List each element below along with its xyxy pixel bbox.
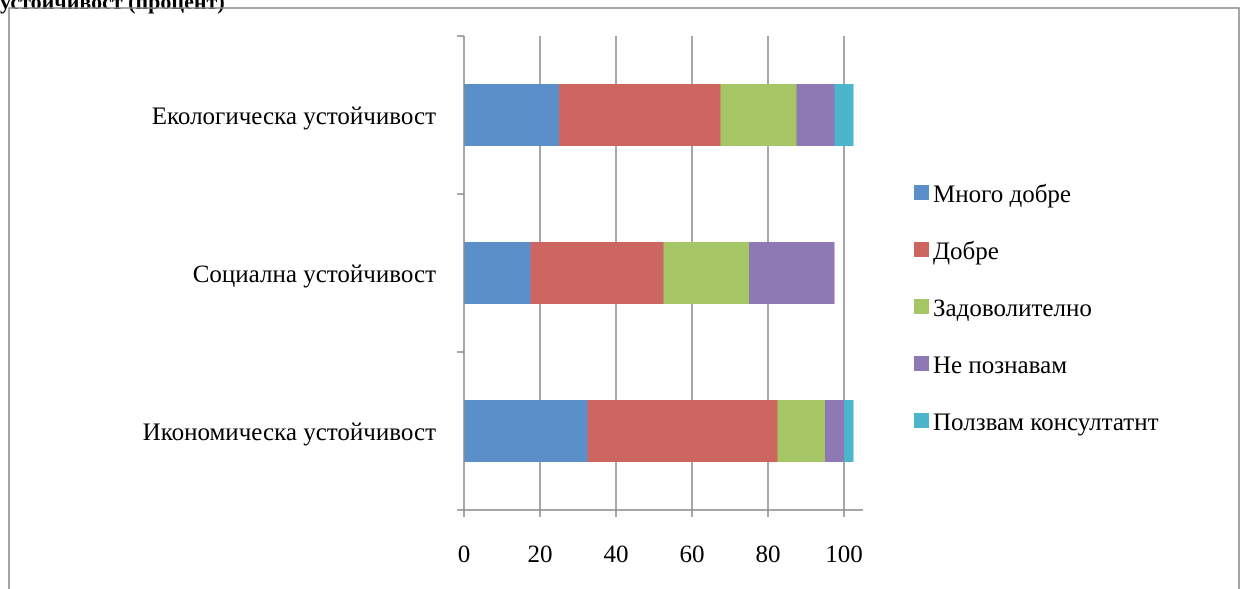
x-tick-label: 60 bbox=[680, 541, 705, 568]
legend-swatch bbox=[914, 299, 929, 314]
x-tick-label: 80 bbox=[756, 541, 781, 568]
bar-segment bbox=[777, 400, 825, 462]
bar-segment bbox=[844, 400, 854, 462]
legend-label: Ползвам консултатнт bbox=[933, 409, 1159, 436]
bar-segment bbox=[559, 84, 721, 146]
legend-label: Много добре bbox=[933, 181, 1071, 208]
bar-segment bbox=[834, 84, 854, 146]
legend-swatch bbox=[914, 242, 929, 257]
bar-segment bbox=[530, 242, 664, 304]
legend-swatch bbox=[914, 185, 929, 200]
bar-segment bbox=[825, 400, 844, 462]
legend-swatch bbox=[914, 356, 929, 371]
chart-title: устойчивост (процент) bbox=[0, 0, 225, 14]
bar-segment bbox=[464, 400, 588, 462]
category-label: Екологическа устойчивост bbox=[152, 103, 436, 130]
category-label: Социална устойчивост bbox=[193, 261, 436, 288]
x-tick-label: 0 bbox=[458, 541, 471, 568]
bar-segment bbox=[749, 242, 835, 304]
category-label: Икономическа устойчивост bbox=[143, 419, 436, 446]
labels: 0 20 40 60 80 100 Икономическа устойчивост Соци… bbox=[143, 103, 863, 568]
x-tick-label: 20 bbox=[528, 541, 553, 568]
bars bbox=[464, 84, 854, 462]
axes bbox=[457, 35, 863, 517]
legend-label: Задоволително bbox=[933, 295, 1092, 322]
bar-segment bbox=[720, 84, 797, 146]
chart-frame bbox=[8, 7, 1240, 589]
bar-segment bbox=[796, 84, 835, 146]
bar-segment bbox=[464, 84, 559, 146]
bar-segment bbox=[663, 242, 749, 304]
legend: Много добре Добре Задоволително Не познавам… bbox=[914, 181, 1159, 436]
x-tick-label: 100 bbox=[825, 541, 863, 568]
legend-swatch bbox=[914, 413, 929, 428]
legend-label: Не познавам bbox=[933, 352, 1067, 379]
legend-label: Добре bbox=[933, 238, 999, 265]
bar-segment bbox=[587, 400, 778, 462]
x-tick-label: 40 bbox=[604, 541, 629, 568]
bar-segment bbox=[464, 242, 531, 304]
